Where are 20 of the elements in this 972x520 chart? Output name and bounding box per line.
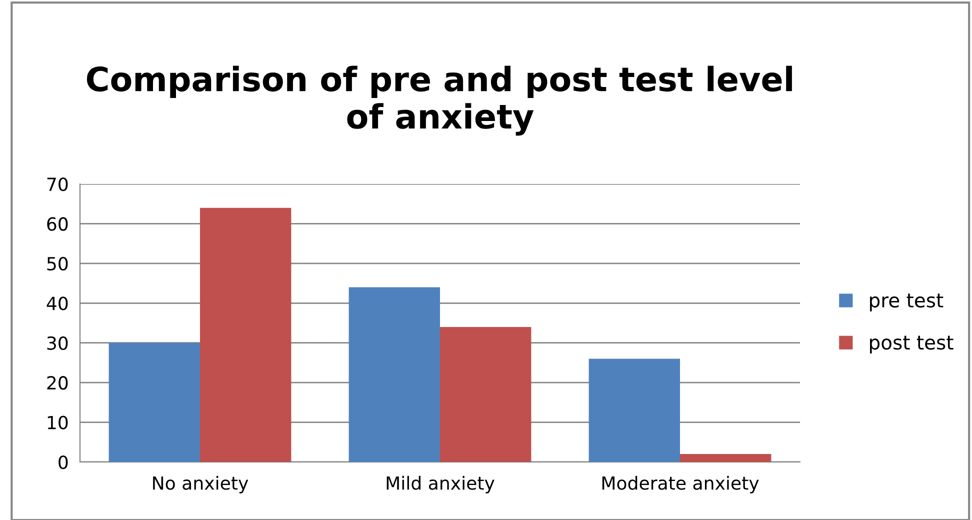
bar bbox=[440, 326, 532, 462]
bar bbox=[588, 358, 680, 462]
y-tick-label: 60 bbox=[47, 217, 68, 231]
y-tick-label: 10 bbox=[48, 416, 68, 430]
bar bbox=[108, 342, 200, 462]
x-tick-label: Moderate anxiety bbox=[602, 476, 759, 494]
y-tick-label: 20 bbox=[47, 376, 68, 390]
chart-title: Comparison of pre and post test level of anxiety bbox=[86, 66, 792, 136]
y-tick-label: 40 bbox=[46, 296, 68, 310]
x-tick-label: No anxiety bbox=[153, 476, 248, 494]
y-tick-label: 70 bbox=[47, 177, 68, 192]
legend-label: pre test bbox=[870, 294, 944, 312]
y-tick-label: 0 bbox=[58, 455, 68, 470]
bar bbox=[348, 287, 440, 462]
legend-label: post test bbox=[870, 336, 954, 354]
y-tick-label: 50 bbox=[47, 256, 68, 271]
y-tick-label: 30 bbox=[47, 336, 68, 350]
bar bbox=[680, 454, 772, 462]
bar bbox=[200, 208, 292, 462]
x-tick-label: Mild anxiety bbox=[386, 476, 494, 494]
